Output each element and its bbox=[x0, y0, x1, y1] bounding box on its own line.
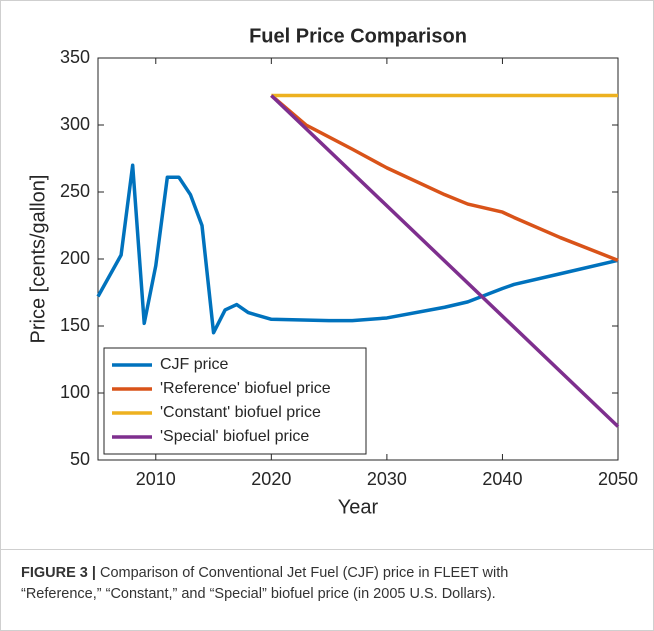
y-tick-label: 50 bbox=[70, 449, 90, 469]
y-tick-label: 300 bbox=[60, 114, 90, 134]
legend-label: CJF price bbox=[160, 356, 229, 373]
legend-label: 'Reference' biofuel price bbox=[160, 380, 331, 397]
caption-label: FIGURE 3 | bbox=[21, 565, 96, 581]
y-tick-label: 250 bbox=[60, 181, 90, 201]
chart: Fuel Price Comparison Year Price [cents/… bbox=[27, 25, 638, 518]
separator bbox=[1, 549, 653, 550]
legend-label: 'Constant' biofuel price bbox=[160, 404, 321, 421]
chart-title: Fuel Price Comparison bbox=[249, 25, 467, 47]
legend-label: 'Special' biofuel price bbox=[160, 428, 309, 445]
x-tick-label: 2040 bbox=[482, 469, 522, 489]
y-tick-label: 150 bbox=[60, 315, 90, 335]
caption-text: Comparison of Conventional Jet Fuel (CJF… bbox=[21, 565, 509, 602]
x-tick-label: 2020 bbox=[251, 469, 291, 489]
series-line bbox=[96, 163, 619, 335]
x-axis-label: Year bbox=[338, 496, 379, 518]
y-tick-label: 100 bbox=[60, 382, 90, 402]
y-tick-label: 200 bbox=[60, 248, 90, 268]
series-line bbox=[270, 94, 620, 428]
x-tick-label: 2050 bbox=[598, 469, 638, 489]
y-axis-label: Price [cents/gallon] bbox=[27, 175, 49, 344]
y-tick-label: 350 bbox=[60, 47, 90, 67]
x-tick-label: 2010 bbox=[136, 469, 176, 489]
x-tick-label: 2030 bbox=[367, 469, 407, 489]
caption: FIGURE 3 | Comparison of Conventional Je… bbox=[21, 563, 581, 605]
series-line bbox=[270, 94, 619, 262]
